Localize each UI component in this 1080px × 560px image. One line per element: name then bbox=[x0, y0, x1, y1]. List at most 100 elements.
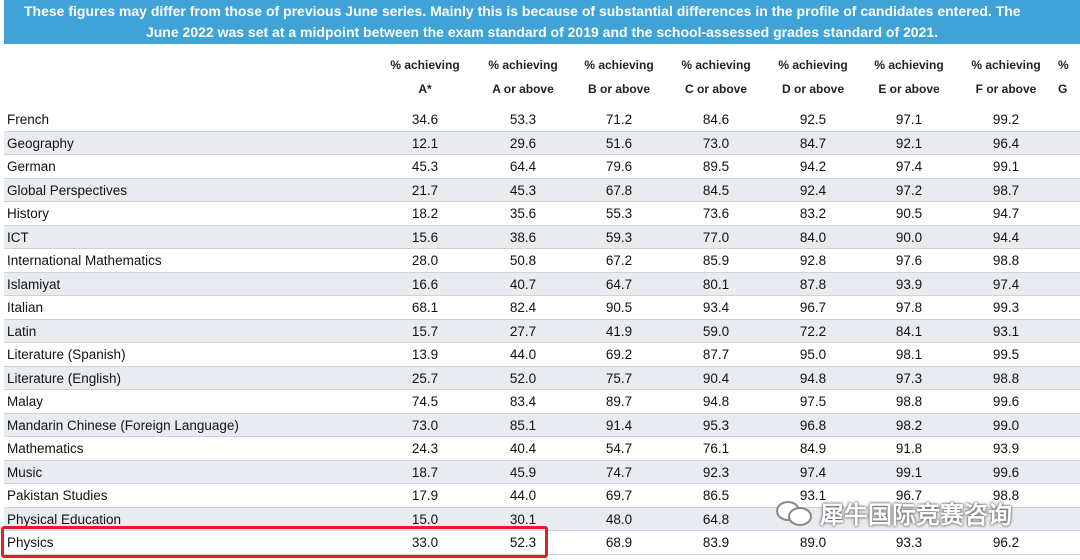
percent-cell: 51.6 bbox=[605, 135, 633, 151]
percent-cell: 34.6 bbox=[411, 112, 439, 127]
percent-cell: 97.4 bbox=[895, 159, 923, 174]
percent-cell: 52.3 bbox=[509, 535, 537, 550]
table-row: Literature (Spanish) 13.9 44.0 69.2 87.7 95.0… bbox=[4, 343, 1080, 367]
column-header-c-or-above: % achieving C or above bbox=[671, 56, 761, 98]
percent-cell: 97.6 bbox=[895, 253, 923, 268]
percent-cell: 99.1 bbox=[895, 464, 923, 480]
percent-cell: 90.5 bbox=[895, 206, 923, 221]
column-header-top: % achieving bbox=[488, 58, 558, 72]
percent-cell: 55.3 bbox=[605, 206, 633, 221]
subject-name: Literature (Spanish) bbox=[7, 347, 126, 362]
percent-cell: 45.3 bbox=[509, 182, 537, 198]
table-row: Malay 74.5 83.4 89.7 94.8 97.5 98.8 99.6 bbox=[4, 390, 1080, 414]
column-header-top: % achieving bbox=[584, 58, 654, 72]
percent-cell: 85.1 bbox=[509, 417, 537, 433]
column-header-f-or-above: % achieving F or above bbox=[961, 56, 1051, 98]
percent-cell: 45.3 bbox=[411, 159, 439, 174]
subject-name: French bbox=[7, 112, 50, 127]
percent-cell: 89.0 bbox=[799, 535, 827, 550]
table-row: History 18.2 35.6 55.3 73.6 83.2 90.5 94.7 bbox=[4, 202, 1080, 226]
subject-name: Pakistan Studies bbox=[7, 488, 108, 503]
subject-name: Music bbox=[7, 464, 43, 480]
percent-cell: 98.8 bbox=[895, 394, 923, 409]
percent-cell: 27.7 bbox=[509, 323, 537, 339]
percent-cell: 92.3 bbox=[702, 464, 730, 480]
percent-cell: 67.2 bbox=[605, 253, 633, 268]
percent-cell: 97.8 bbox=[895, 300, 923, 315]
percent-cell: 96.7 bbox=[895, 488, 923, 503]
percent-cell: 95.3 bbox=[702, 417, 730, 433]
table-row: Physics 33.0 52.3 68.9 83.9 89.0 93.3 96.2 bbox=[4, 531, 1080, 555]
percent-cell: 15.6 bbox=[411, 229, 439, 245]
percent-cell: 53.3 bbox=[509, 112, 537, 127]
table-row: Mandarin Chinese (Foreign Language) 73.0 8… bbox=[4, 413, 1080, 437]
percent-cell: 69.2 bbox=[605, 347, 633, 362]
subject-name: International Mathematics bbox=[7, 253, 162, 268]
percent-cell: 82.4 bbox=[509, 300, 537, 315]
percent-cell: 15.7 bbox=[411, 323, 439, 339]
table-row: Global Perspectives 21.7 45.3 67.8 84.5 92.4 9… bbox=[4, 178, 1080, 202]
wechat-icon bbox=[776, 499, 812, 526]
table-row: Italian 68.1 82.4 90.5 93.4 96.7 97.8 99.3 bbox=[4, 296, 1080, 320]
subject-name: Physics bbox=[7, 535, 54, 550]
percent-cell: 35.6 bbox=[509, 206, 537, 221]
table-row: Music 18.7 45.9 74.7 92.3 97.4 99.1 99.6 bbox=[4, 460, 1080, 484]
percent-cell: 96.2 bbox=[992, 535, 1020, 550]
percent-cell: 50.8 bbox=[509, 253, 537, 268]
percent-cell: 87.7 bbox=[702, 347, 730, 362]
percent-cell: 97.2 bbox=[895, 182, 923, 198]
table-row: International Mathematics 28.0 50.8 67.2 85.… bbox=[4, 249, 1080, 273]
table-body: French 34.6 53.3 71.2 84.6 92.5 97.1 99.2 Geogra… bbox=[4, 108, 1080, 555]
column-header-bottom: F or above bbox=[975, 82, 1037, 96]
column-header-g-partial: % G bbox=[1058, 56, 1080, 98]
subject-name: Physical Education bbox=[7, 511, 122, 527]
percent-cell: 94.4 bbox=[992, 229, 1020, 245]
percent-cell: 21.7 bbox=[411, 182, 439, 198]
column-header-bottom: E or above bbox=[878, 82, 940, 96]
table-row: ICT 15.6 38.6 59.3 77.0 84.0 90.0 94.4 bbox=[4, 225, 1080, 249]
column-header-b-or-above: % achieving B or above bbox=[574, 56, 664, 98]
percent-cell: 68.9 bbox=[605, 535, 633, 550]
percent-cell: 48.0 bbox=[605, 511, 633, 527]
percent-cell: 24.3 bbox=[411, 441, 439, 456]
column-header-bottom: A* bbox=[418, 82, 432, 96]
percent-cell: 67.8 bbox=[605, 182, 633, 198]
column-header-top: % bbox=[1058, 58, 1069, 72]
percent-cell: 98.7 bbox=[992, 182, 1020, 198]
column-header-top: % achieving bbox=[971, 58, 1041, 72]
percent-cell: 99.1 bbox=[992, 159, 1020, 174]
column-header-bottom: B or above bbox=[587, 82, 650, 96]
percent-cell: 83.9 bbox=[702, 535, 730, 550]
percent-cell: 94.7 bbox=[992, 206, 1020, 221]
percent-cell: 91.8 bbox=[895, 441, 923, 456]
percent-cell: 29.6 bbox=[509, 135, 537, 151]
percent-cell: 98.1 bbox=[895, 347, 923, 362]
percent-cell: 84.9 bbox=[799, 441, 827, 456]
percent-cell: 18.2 bbox=[411, 206, 439, 221]
percent-cell: 41.9 bbox=[605, 323, 633, 339]
column-header-top: % achieving bbox=[390, 58, 460, 72]
grade-statistics-table: % achieving A* % achieving A or above % … bbox=[4, 48, 1080, 555]
notice-banner: These figures may differ from those of p… bbox=[4, 0, 1080, 44]
subject-name: Geography bbox=[7, 135, 74, 151]
percent-cell: 68.1 bbox=[411, 300, 439, 315]
column-header-a-or-above: % achieving A or above bbox=[478, 56, 568, 98]
percent-cell: 99.2 bbox=[992, 112, 1020, 127]
percent-cell: 99.5 bbox=[992, 347, 1020, 362]
percent-cell: 99.3 bbox=[992, 300, 1020, 315]
column-header-bottom: G bbox=[1058, 82, 1068, 96]
subject-name: Latin bbox=[7, 323, 37, 339]
percent-cell: 44.0 bbox=[509, 347, 537, 362]
percent-cell: 85.9 bbox=[702, 253, 730, 268]
percent-cell: 90.0 bbox=[895, 229, 923, 245]
column-header-bottom: C or above bbox=[684, 82, 747, 96]
percent-cell: 52.0 bbox=[509, 370, 537, 386]
subject-name: ICT bbox=[7, 229, 29, 245]
percent-cell: 59.3 bbox=[605, 229, 633, 245]
percent-cell: 69.7 bbox=[605, 488, 633, 503]
table-row: French 34.6 53.3 71.2 84.6 92.5 97.1 99.2 bbox=[4, 108, 1080, 132]
percent-cell: 97.4 bbox=[992, 276, 1020, 292]
table-row: Literature (English) 25.7 52.0 75.7 90.4 94.8… bbox=[4, 366, 1080, 390]
column-header-top: % achieving bbox=[778, 58, 848, 72]
percent-cell: 72.2 bbox=[799, 323, 827, 339]
